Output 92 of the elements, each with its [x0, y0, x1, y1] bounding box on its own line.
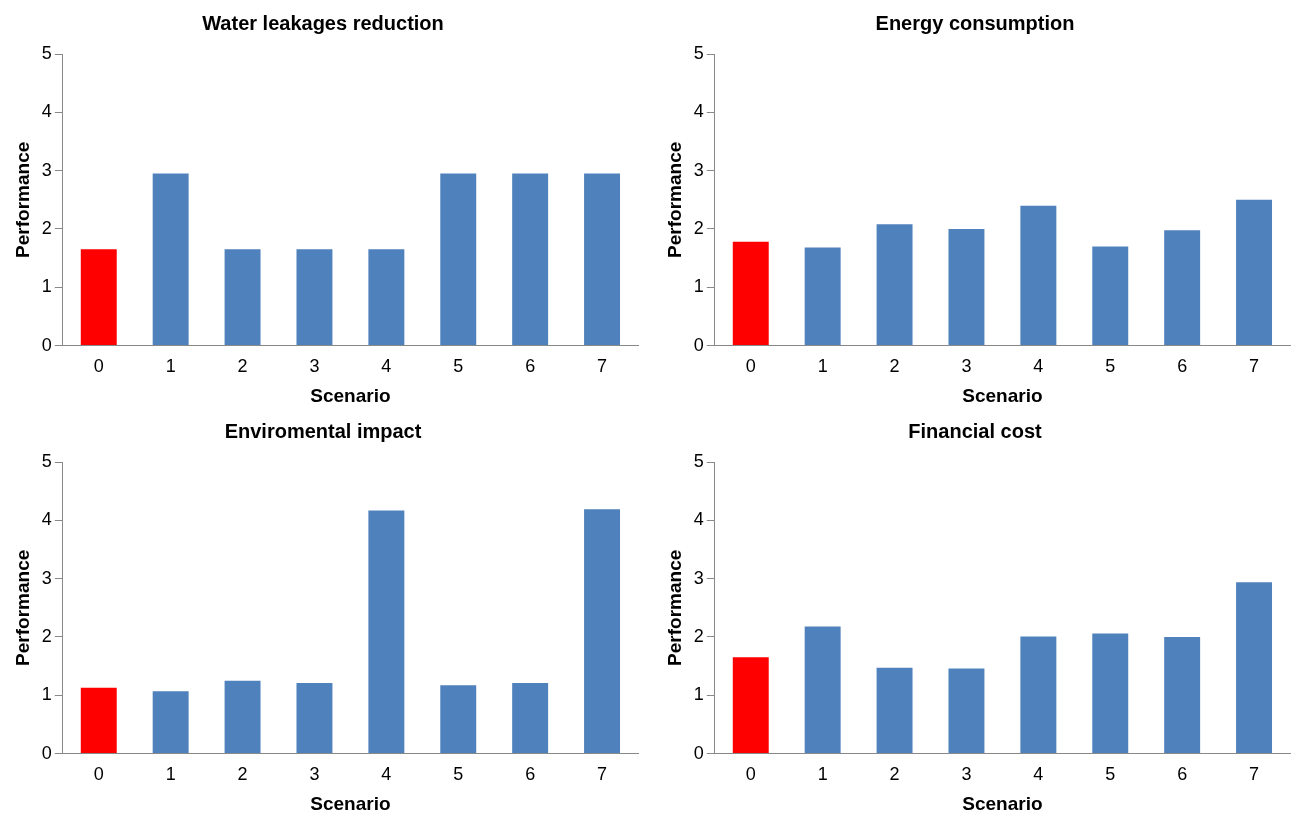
y-tick-label: 3	[693, 567, 704, 588]
x-tick-label: 3	[309, 764, 320, 785]
bar	[584, 509, 621, 754]
x-tick-label: 4	[1033, 764, 1044, 785]
y-axis-title: Performance	[11, 549, 33, 666]
x-tick-label: 5	[453, 764, 464, 785]
y-axis-title: Performance	[663, 549, 685, 666]
x-tick-label: 4	[381, 356, 392, 377]
bar	[1020, 636, 1057, 754]
x-tick-label: 0	[745, 764, 756, 785]
y-tick-label: 5	[41, 42, 52, 63]
y-tick-label: 0	[41, 742, 52, 763]
bar	[1236, 199, 1273, 346]
y-axis-title: Performance	[11, 141, 33, 258]
x-tick-label: 3	[309, 356, 320, 377]
y-tick-label: 1	[693, 684, 704, 705]
x-tick-label: 7	[1249, 764, 1260, 785]
x-tick-label: 2	[237, 764, 248, 785]
x-tick-label: 2	[889, 764, 900, 785]
bar	[1092, 633, 1129, 754]
y-tick-label: 2	[693, 217, 704, 238]
bar	[1164, 636, 1201, 754]
x-tick-label: 6	[1177, 356, 1188, 377]
y-tick-label: 4	[41, 509, 52, 530]
bar	[948, 228, 985, 346]
bar	[440, 685, 477, 754]
x-tick-label: 2	[237, 356, 248, 377]
y-tick-label: 0	[693, 334, 704, 355]
y-tick-label: 4	[693, 101, 704, 122]
x-tick-label: 3	[961, 356, 972, 377]
x-tick-label: 5	[453, 356, 464, 377]
bar	[876, 667, 913, 754]
bar	[1020, 205, 1057, 346]
x-axis-title: Scenario	[962, 792, 1043, 814]
y-tick-label: 4	[693, 509, 704, 530]
y-tick-label: 3	[41, 159, 52, 180]
bar	[1092, 246, 1129, 346]
y-tick-label: 5	[693, 42, 704, 63]
x-tick-label: 2	[889, 356, 900, 377]
chart-title: Enviromental impact	[224, 419, 422, 442]
x-tick-label: 4	[381, 764, 392, 785]
bar	[80, 687, 117, 754]
y-tick-label: 2	[41, 625, 52, 646]
x-axis-title: Scenario	[310, 384, 391, 406]
y-tick-label: 2	[693, 625, 704, 646]
y-tick-label: 2	[41, 217, 52, 238]
chart-title: Financial cost	[908, 419, 1043, 442]
y-tick-label: 3	[41, 567, 52, 588]
bar	[152, 691, 189, 754]
bar	[512, 683, 549, 754]
bar	[1164, 230, 1201, 346]
x-axis-title: Scenario	[962, 384, 1043, 406]
x-tick-label: 1	[817, 356, 828, 377]
y-axis-title: Performance	[663, 141, 685, 258]
chart-title: Energy consumption	[875, 11, 1075, 34]
x-tick-label: 5	[1105, 356, 1116, 377]
y-tick-label: 5	[693, 450, 704, 471]
bar	[732, 241, 769, 346]
x-tick-label: 7	[1249, 356, 1260, 377]
x-tick-label: 0	[745, 356, 756, 377]
x-tick-label: 7	[597, 764, 608, 785]
x-tick-label: 0	[93, 764, 104, 785]
x-tick-label: 6	[525, 356, 536, 377]
bar	[876, 224, 913, 346]
x-tick-label: 4	[1033, 356, 1044, 377]
bar	[948, 668, 985, 754]
bar	[296, 683, 333, 754]
chart-title: Water leakages reduction	[202, 11, 444, 34]
y-tick-label: 0	[41, 334, 52, 355]
y-tick-label: 3	[693, 159, 704, 180]
x-tick-label: 7	[597, 356, 608, 377]
x-axis-title: Scenario	[310, 792, 391, 814]
y-tick-label: 1	[41, 684, 52, 705]
bar	[732, 657, 769, 754]
x-tick-label: 0	[93, 356, 104, 377]
bar	[1236, 582, 1273, 754]
x-tick-label: 6	[525, 764, 536, 785]
y-tick-label: 0	[693, 742, 704, 763]
x-tick-label: 6	[1177, 764, 1188, 785]
x-tick-label: 3	[961, 764, 972, 785]
bar	[804, 626, 841, 754]
bar	[224, 680, 261, 754]
x-tick-label: 1	[817, 764, 828, 785]
y-tick-label: 4	[41, 101, 52, 122]
x-tick-label: 1	[165, 764, 176, 785]
y-tick-label: 1	[41, 276, 52, 297]
y-tick-label: 1	[693, 276, 704, 297]
y-tick-label: 5	[41, 450, 52, 471]
bar	[368, 510, 405, 754]
x-tick-label: 5	[1105, 764, 1116, 785]
x-tick-label: 1	[165, 356, 176, 377]
bar	[804, 247, 841, 346]
